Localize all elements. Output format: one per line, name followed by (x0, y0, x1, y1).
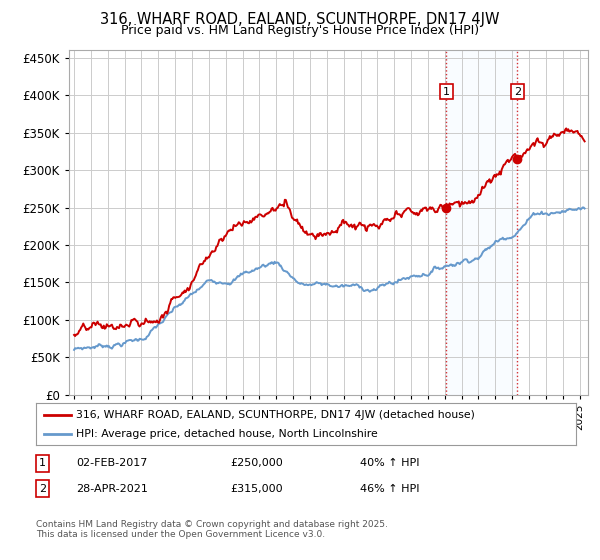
Text: £315,000: £315,000 (230, 484, 283, 493)
Bar (446, 50, 517, 395)
Text: 1: 1 (39, 459, 46, 468)
Text: HPI: Average price, detached house, North Lincolnshire: HPI: Average price, detached house, Nort… (77, 429, 378, 439)
Text: Contains HM Land Registry data © Crown copyright and database right 2025.
This d: Contains HM Land Registry data © Crown c… (36, 520, 388, 539)
Text: 316, WHARF ROAD, EALAND, SCUNTHORPE, DN17 4JW: 316, WHARF ROAD, EALAND, SCUNTHORPE, DN1… (100, 12, 500, 27)
Text: Price paid vs. HM Land Registry's House Price Index (HPI): Price paid vs. HM Land Registry's House … (121, 24, 479, 36)
Text: £250,000: £250,000 (230, 459, 283, 468)
Text: 28-APR-2021: 28-APR-2021 (77, 484, 148, 493)
Text: 46% ↑ HPI: 46% ↑ HPI (360, 484, 419, 493)
Text: 40% ↑ HPI: 40% ↑ HPI (360, 459, 419, 468)
Text: 2: 2 (514, 87, 521, 96)
Text: 316, WHARF ROAD, EALAND, SCUNTHORPE, DN17 4JW (detached house): 316, WHARF ROAD, EALAND, SCUNTHORPE, DN1… (77, 409, 475, 419)
Text: 1: 1 (443, 87, 450, 96)
Text: 2: 2 (39, 484, 46, 493)
Text: 02-FEB-2017: 02-FEB-2017 (77, 459, 148, 468)
